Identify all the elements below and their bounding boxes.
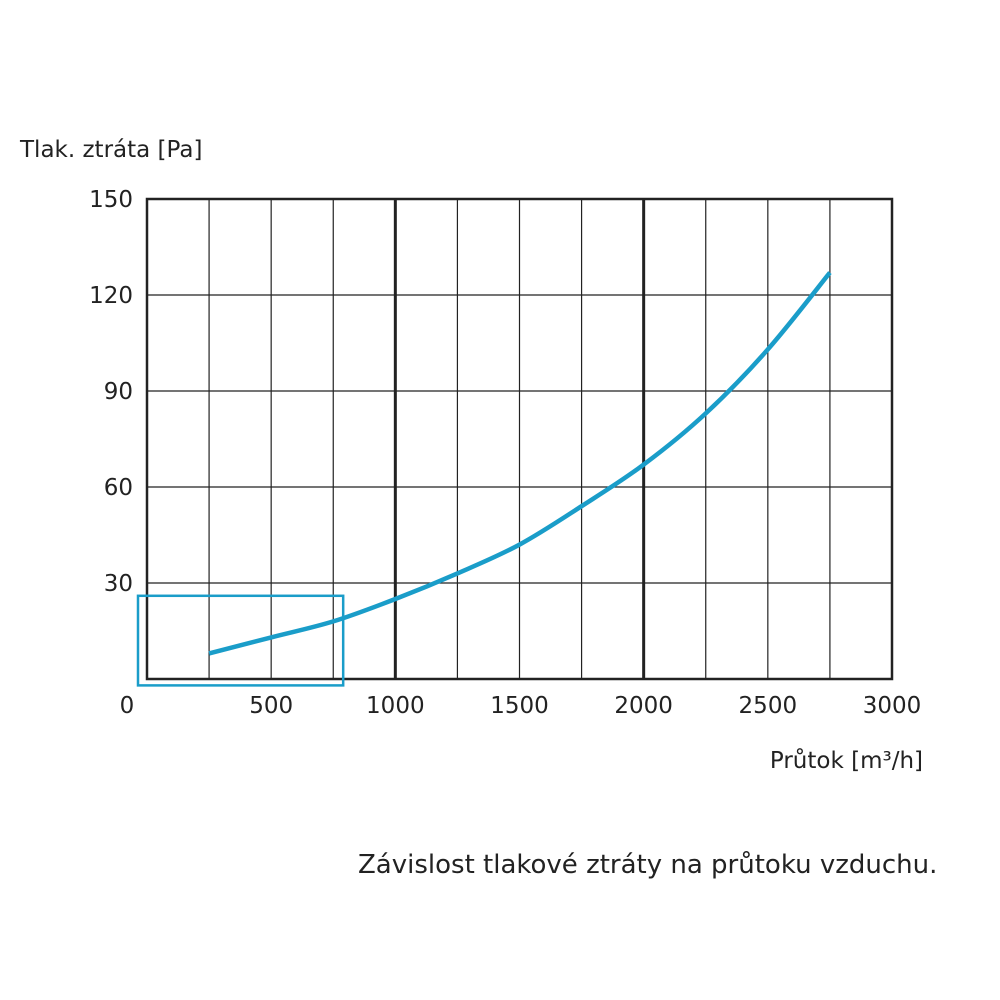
x-tick-label: 2500	[739, 693, 798, 719]
x-tick-label: 1000	[366, 693, 425, 719]
grid-minor	[147, 199, 892, 679]
x-tick-label: 0	[120, 693, 135, 719]
series-line-0	[208, 271, 832, 656]
chart-caption: Závislost tlakové ztráty na průtoku vzdu…	[358, 850, 938, 880]
y-tick-label: 90	[104, 379, 133, 405]
x-axis-title: Průtok [m³/h]	[770, 747, 923, 774]
y-tick-labels: 30 60 90 120 150	[89, 187, 133, 597]
x-tick-label: 500	[249, 693, 293, 719]
y-tick-label: 120	[89, 283, 133, 309]
y-tick-label: 150	[89, 187, 133, 213]
x-tick-label: 2000	[614, 693, 673, 719]
x-tick-label: 1500	[490, 693, 549, 719]
x-tick-label: 3000	[863, 693, 922, 719]
y-axis-title: Tlak. ztráta [Pa]	[19, 137, 202, 163]
x-tick-labels: 0 500 1000 1500 2000 2500 3000	[120, 693, 922, 719]
series-layer	[208, 271, 832, 656]
highlight-box	[136, 594, 345, 687]
y-tick-label: 60	[104, 475, 133, 501]
y-tick-label: 30	[104, 571, 133, 597]
plot-frame	[145, 197, 894, 681]
